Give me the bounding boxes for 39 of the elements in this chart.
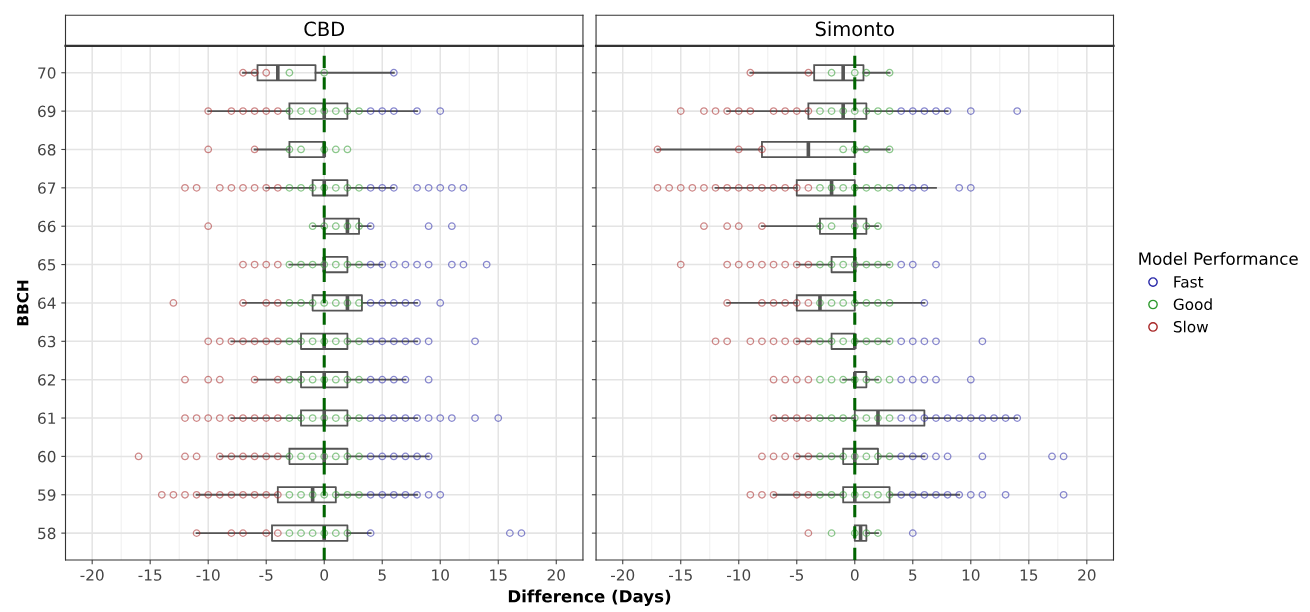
legend-label: Fast (1174, 276, 1204, 288)
x-axis-title: Difference (Days) (508, 589, 671, 606)
y-tick-label: 64 (38, 297, 56, 309)
x-tick-label: 20 (547, 569, 565, 581)
y-tick-label: 67 (38, 182, 56, 194)
y-tick-label: 62 (38, 374, 55, 386)
y-tick-label: 61 (38, 412, 56, 425)
legend-title: Model Performance (1139, 252, 1298, 265)
chart-title: Simonto (815, 21, 894, 37)
y-tick-label: 65 (38, 259, 56, 271)
legend-label: Good (1173, 298, 1212, 311)
y-tick-label: 60 (38, 450, 56, 463)
x-tick-label: -20 (80, 569, 104, 581)
x-tick-label: -10 (196, 569, 220, 581)
x-tick-label: -15 (138, 569, 162, 581)
chart-title: CBD (304, 21, 345, 37)
x-tick-label: 0 (320, 569, 329, 581)
x-tick-label: 15 (1020, 569, 1038, 581)
y-tick-label: 63 (38, 335, 56, 348)
x-tick-label: 0 (850, 569, 859, 581)
x-tick-label: 10 (432, 569, 449, 581)
x-tick-label: 20 (1078, 569, 1096, 581)
x-tick-label: 15 (490, 569, 507, 581)
legend-label: Slow (1173, 320, 1209, 333)
y-tick-label: 70 (38, 67, 56, 79)
x-tick-label: -10 (727, 569, 751, 581)
x-tick-label: -5 (259, 569, 273, 581)
y-axis-title: BBCH (16, 280, 29, 326)
x-tick-label: 10 (962, 569, 980, 581)
y-tick-label: 66 (38, 220, 56, 233)
x-tick-label: -20 (611, 569, 635, 581)
x-tick-label: 5 (378, 569, 386, 581)
y-tick-label: 59 (38, 489, 56, 501)
x-tick-label: -5 (789, 569, 804, 581)
y-tick-label: 68 (38, 143, 56, 156)
y-tick-label: 58 (38, 527, 56, 540)
y-tick-label: 69 (38, 105, 56, 118)
x-tick-label: -15 (669, 569, 692, 581)
x-tick-label: 5 (909, 569, 917, 581)
